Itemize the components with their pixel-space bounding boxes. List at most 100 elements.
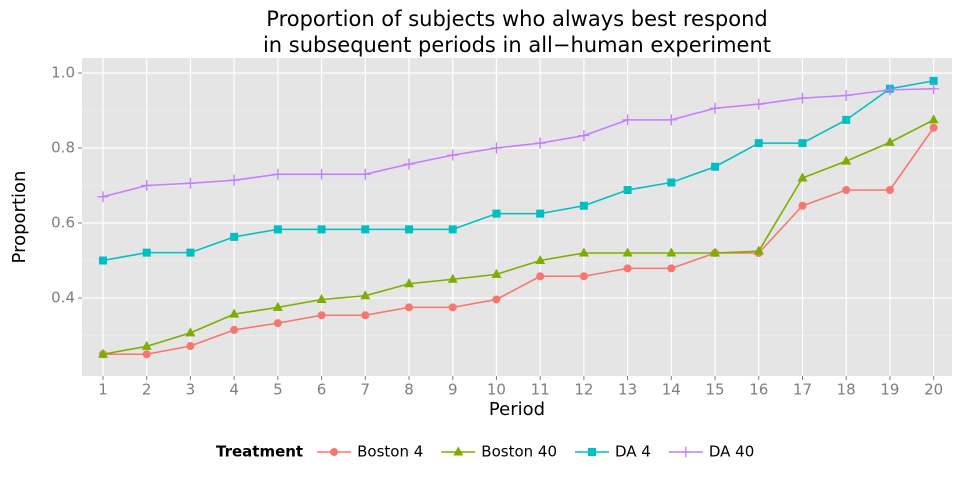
point [272, 168, 284, 180]
point [796, 92, 808, 104]
x-tick-label: 11 [531, 381, 550, 399]
point [798, 139, 807, 148]
point [578, 247, 589, 257]
x-tick-label: 5 [273, 381, 283, 399]
legend-key-marker [453, 446, 464, 456]
point [536, 209, 545, 218]
point [841, 155, 852, 165]
x-tick-label: 4 [229, 381, 239, 399]
point [361, 311, 370, 320]
legend-key-marker [587, 448, 596, 456]
point [142, 350, 151, 359]
point [273, 225, 282, 234]
point [622, 114, 634, 126]
x-tick-label: 18 [837, 381, 856, 399]
x-tick-label: 3 [186, 381, 196, 399]
legend-key-marker [330, 448, 339, 456]
point [186, 248, 195, 257]
x-axis-label: Period [489, 399, 545, 420]
series-line [102, 80, 934, 262]
plot-panel [82, 58, 952, 376]
point [359, 168, 371, 180]
point [492, 295, 501, 304]
point [405, 303, 414, 312]
x-tick-label: 2 [142, 381, 152, 399]
point [360, 290, 371, 300]
point [97, 191, 109, 203]
point [97, 348, 108, 358]
point [666, 247, 677, 257]
point [228, 174, 240, 186]
point [491, 268, 502, 278]
point [578, 130, 590, 142]
point [710, 247, 721, 257]
legend-label: Boston 4 [357, 443, 423, 461]
point [98, 256, 107, 265]
point [492, 209, 501, 218]
point [447, 149, 459, 161]
legend-item: DA 40 [668, 443, 754, 461]
x-tick-label: 15 [705, 381, 724, 399]
point [536, 272, 545, 281]
chart-title: Proportion of subjects who always best r… [266, 7, 767, 31]
point [490, 142, 502, 154]
point [361, 225, 370, 234]
point [230, 232, 239, 241]
point [667, 178, 676, 187]
point [403, 158, 415, 170]
y-tick-label: 1.0 [51, 64, 75, 82]
point [842, 115, 851, 124]
y-tick-label: 0.6 [51, 214, 75, 232]
series-line [102, 119, 935, 356]
x-tick-label: 19 [880, 381, 899, 399]
point [317, 225, 326, 234]
point [754, 139, 763, 148]
point [404, 278, 415, 288]
legend-label: Boston 40 [481, 443, 557, 461]
point [622, 247, 633, 257]
point [184, 177, 196, 189]
point [405, 225, 414, 234]
x-tick-label: 8 [404, 381, 414, 399]
x-tick-label: 6 [317, 381, 327, 399]
point [272, 301, 283, 311]
point [753, 245, 764, 255]
point [579, 201, 588, 210]
point [798, 201, 807, 210]
x-tick-label: 7 [361, 381, 371, 399]
point [928, 114, 939, 124]
point [928, 83, 940, 95]
point [141, 180, 153, 191]
x-tick-label: 10 [487, 381, 506, 399]
point [141, 340, 152, 350]
x-tick-label: 13 [618, 381, 637, 399]
point [535, 255, 546, 264]
legend-item: Boston 4 [317, 443, 423, 461]
x-tick-label: 1 [98, 381, 108, 399]
legend-item: Boston 40 [441, 443, 557, 461]
point [623, 264, 632, 273]
point [316, 294, 327, 303]
chart-title: in subsequent periods in all−human exper… [263, 33, 771, 57]
point [448, 225, 457, 234]
series-line [102, 87, 934, 198]
point [316, 168, 328, 180]
point [709, 102, 721, 114]
y-tick-label: 0.4 [51, 289, 75, 307]
point [884, 136, 895, 146]
point [534, 137, 546, 149]
legend-label: DA 4 [615, 443, 651, 461]
legend-key-marker [680, 446, 692, 458]
point [579, 272, 588, 281]
x-tick-label: 20 [924, 381, 943, 399]
legend-title: Treatment [216, 443, 303, 461]
point [797, 172, 808, 182]
legend-label: DA 40 [709, 443, 754, 461]
point [623, 186, 632, 194]
point [929, 123, 938, 132]
point [667, 264, 676, 273]
point [230, 325, 239, 334]
point [317, 311, 326, 320]
x-tick-label: 17 [793, 381, 812, 399]
